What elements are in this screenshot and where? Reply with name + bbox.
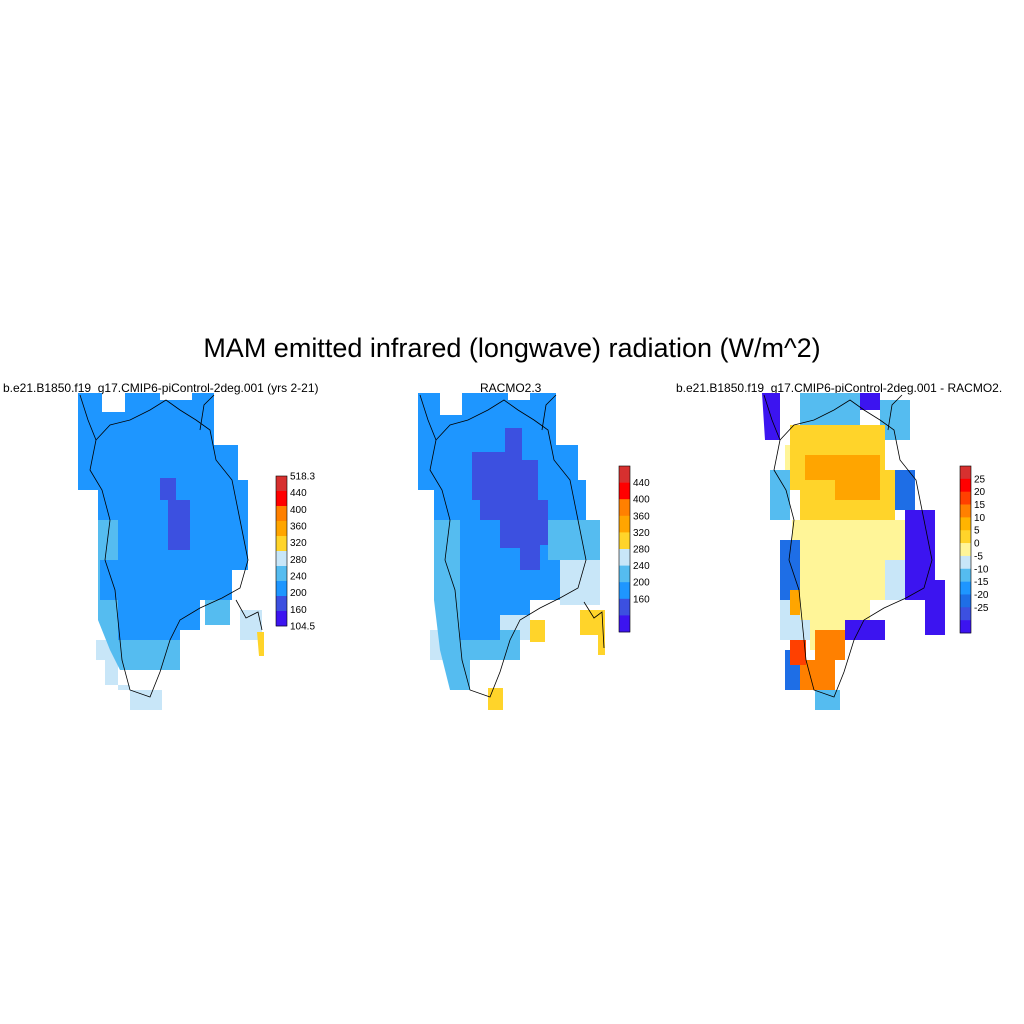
colorbar-box [276, 611, 287, 627]
colorbar-tick-label: 360 [633, 511, 650, 522]
colorbar-tick-label: 320 [633, 528, 650, 539]
colorbar-tick-label: 240 [633, 561, 650, 572]
panel-2-coastline [419, 394, 605, 698]
colorbar-tick-label: 20 [974, 487, 986, 498]
panel-1-field-light [96, 610, 262, 710]
colorbar-box [619, 466, 630, 483]
colorbar-tick-label: 280 [290, 555, 307, 566]
colorbar-box [276, 566, 287, 582]
colorbar-tick-label: 104.5 [290, 622, 315, 633]
panel-3-coastline [763, 394, 933, 698]
colorbar-box [619, 565, 630, 583]
figure-title: MAM emitted infrared (longwave) radiatio… [203, 333, 821, 363]
panel-3-field-red [790, 640, 806, 665]
colorbar-tick-label: -25 [974, 603, 989, 614]
colorbar-box [619, 549, 630, 566]
panel-1-field-main [78, 393, 248, 640]
colorbar-tick-label: 160 [290, 605, 307, 616]
colorbar-tick-label: 400 [633, 495, 650, 506]
colorbar-tick-label: -5 [974, 551, 983, 562]
colorbar-box [960, 543, 971, 557]
colorbar-tick-label: -10 [974, 564, 989, 575]
colorbar-tick-label: 15 [974, 500, 986, 511]
panel-3-field-violet [762, 393, 945, 640]
colorbar-tick-label: 518.3 [290, 472, 315, 483]
colorbar-tick-label: -15 [974, 577, 989, 588]
colorbar-box [619, 598, 630, 616]
colorbar-box [276, 506, 287, 522]
panel-3-map [762, 393, 945, 710]
colorbar-box [619, 582, 630, 600]
panel-1-map [78, 393, 264, 710]
colorbar-tick-label: 25 [974, 474, 986, 485]
panel-2-title: RACMO2.3 [480, 381, 542, 395]
colorbar-box [619, 532, 630, 550]
colorbar-box [960, 478, 971, 492]
panel-3-field-darkorange [800, 630, 845, 690]
colorbar-box [619, 482, 630, 500]
colorbar-box [276, 521, 287, 537]
colorbar-box [276, 491, 287, 507]
colorbar-box [619, 615, 630, 633]
colorbar-frame [618, 465, 631, 633]
panel-2-field-mid [472, 428, 548, 570]
colorbar-frame [959, 465, 972, 634]
colorbar-box [276, 596, 287, 612]
colorbar-box [960, 568, 971, 582]
colorbar-box [619, 515, 630, 533]
colorbar-box [960, 555, 971, 570]
colorbar-tick-label: 10 [974, 513, 986, 524]
colorbar-tick-label: 200 [633, 578, 650, 589]
panel-2-field-yellow [488, 610, 605, 710]
panel-3-colorbar: 25 20 15 10 5 0-5 -10 -15 -20 -25 [959, 465, 989, 634]
panel-1-field-yellow [257, 632, 264, 656]
colorbar-tick-label: 0 [974, 539, 980, 550]
colorbar-box [960, 491, 971, 505]
colorbar-box [619, 499, 630, 517]
colorbar-tick-label: 440 [633, 478, 650, 489]
colorbar-box [960, 504, 971, 518]
colorbar-box [960, 620, 971, 634]
colorbar-box [276, 551, 287, 567]
panel-3-field-orange [790, 455, 880, 615]
colorbar-box [276, 476, 287, 492]
colorbar-tick-label: 160 [633, 594, 650, 605]
panel-1-field-mid [160, 478, 190, 550]
panel-3-title: b.e21.B1850.f19_g17.CMIP6-piControl-2deg… [676, 381, 1003, 395]
colorbar-box [960, 581, 971, 595]
colorbar-tick-label: 320 [290, 538, 307, 549]
panel-3-field-mid [780, 470, 915, 690]
colorbar-frame [275, 475, 288, 627]
colorbar-box [960, 607, 971, 621]
colorbar-tick-label: 280 [633, 545, 650, 556]
colorbar-box [960, 594, 971, 608]
colorbar-box [276, 536, 287, 552]
panel-2-field-sky [434, 520, 600, 690]
colorbar-tick-label: 200 [290, 588, 307, 599]
colorbar-tick-label: 360 [290, 522, 307, 533]
colorbar-tick-label: 240 [290, 572, 307, 583]
panel-3-field-sky [770, 393, 910, 710]
panel-3-field-paleyellow [785, 445, 905, 650]
panel-1-title: b.e21.B1850.f19_g17.CMIP6-piControl-2deg… [3, 381, 319, 395]
panel-1-coastline [79, 394, 263, 698]
colorbar-box [276, 581, 287, 597]
colorbar-box [960, 530, 971, 544]
panel-1-colorbar: 518.3 440 400 360 320 280 240 200 160 104.5 [275, 472, 315, 633]
colorbar-tick-label: 5 [974, 526, 980, 537]
colorbar-box [960, 517, 971, 531]
colorbar-tick-label: -20 [974, 590, 989, 601]
panel-2-colorbar: 440 400 360 320 280 240 200 160 [618, 465, 650, 633]
colorbar-tick-label: 440 [290, 488, 307, 499]
panel-2-map [418, 393, 605, 710]
colorbar-box [960, 466, 971, 480]
colorbar-tick-label: 400 [290, 505, 307, 516]
